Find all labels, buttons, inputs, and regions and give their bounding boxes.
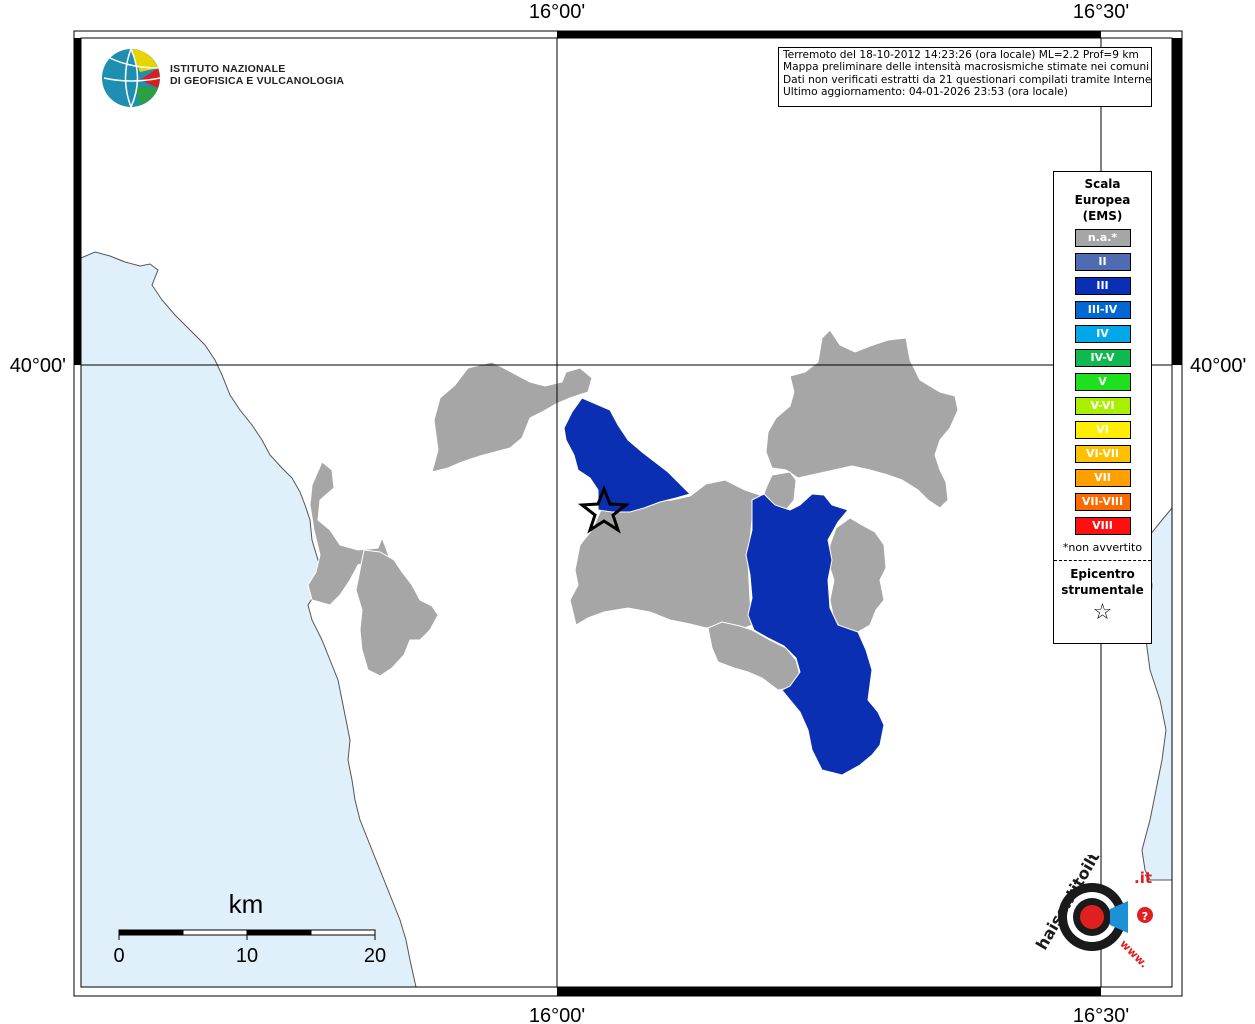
legend-swatch-ii: II <box>1074 253 1131 271</box>
sea-area-west <box>80 251 417 988</box>
scale-segment-2 <box>182 929 248 936</box>
label-lon-16-00-top: 16°00' <box>529 1 585 23</box>
label-lon-16-00-bottom: 16°00' <box>529 1005 585 1024</box>
epicenter-star <box>577 484 631 534</box>
legend-note: *non avvertito <box>1062 541 1143 554</box>
hsi-logo-graphic: ? haisentitoilterremoto www. .it <box>1032 776 1153 971</box>
legend-swatch-v-vi: V-VI <box>1074 397 1131 415</box>
scale-tick-20: 20 <box>364 945 386 967</box>
event-info-box: Terremoto del 18-10-2012 14:23:26 (ora l… <box>778 47 1152 107</box>
legend-swatch-viii: VIII <box>1074 517 1131 535</box>
legend-swatch-vi-vii: VI-VII <box>1074 445 1131 463</box>
municipality-na-1 <box>431 361 593 473</box>
legend-separator <box>1054 560 1151 561</box>
scale-tick-0: 0 <box>113 945 124 967</box>
legend-swatch-iv-v: IV-V <box>1074 349 1131 367</box>
legend-title: Scala Europea (EMS) <box>1054 176 1151 224</box>
municipality-na-7 <box>827 517 887 633</box>
legend-swatch-v: V <box>1074 373 1131 391</box>
ems-legend: Scala Europea (EMS) n.a.* II III III-IV IV IV… <box>1053 171 1152 644</box>
legend-swatch-vi: VI <box>1074 421 1131 439</box>
legend-swatch-vii-viii: VII-VIII <box>1074 493 1131 511</box>
frame-bar-right <box>1172 38 1182 365</box>
municipality-na-3 <box>355 549 439 677</box>
legend-title-line2: Europea <box>1074 193 1131 207</box>
event-info-line2: Mappa preliminare delle intensità macros… <box>783 61 1150 74</box>
event-info-line3: Dati non verificati estratti da 21 quest… <box>783 73 1152 86</box>
municipality-iii-1 <box>563 397 691 513</box>
frame-bar-left <box>74 38 81 365</box>
ingv-name-line2: DI GEOFISICA E VULCANOLOGIA <box>170 75 345 87</box>
legend-swatch-vii: VII <box>1074 469 1131 487</box>
legend-swatch-iii-iv: III-IV <box>1074 301 1131 319</box>
legend-swatch-iii: III <box>1074 277 1131 295</box>
scale-bar: km 0 10 20 <box>113 889 386 967</box>
legend-swatch-iv: IV <box>1074 325 1131 343</box>
frame-bar-top <box>557 31 1101 38</box>
ingv-logo <box>100 46 360 110</box>
scale-segment-4 <box>310 929 376 936</box>
scale-segment-1 <box>118 929 184 936</box>
legend-title-line3: (EMS) <box>1082 209 1123 223</box>
megaphone-icon <box>1110 901 1128 933</box>
event-info-line4: Ultimo aggiornamento: 04-01-2026 23:53 (… <box>783 86 1068 99</box>
label-lon-16-30-top: 16°30' <box>1073 1 1129 23</box>
ingv-globe-icon <box>102 48 161 108</box>
municipality-iii-2 <box>745 493 885 776</box>
label-lat-40-00-right: 40°00' <box>1190 355 1246 377</box>
legend-epicenter-label: Epicentro strumentale <box>1054 566 1151 598</box>
legend-star-icon: ☆ <box>1092 600 1113 625</box>
legend-items: n.a.* II III III-IV IV IV-V V V-VI VI VI-VII VII VI… <box>1054 229 1151 535</box>
legend-swatch-n-a: n.a.* <box>1074 229 1131 247</box>
legend-title-line1: Scala <box>1084 177 1121 191</box>
svg-text:?: ? <box>1142 910 1148 923</box>
frame-bar-bottom <box>557 987 1101 996</box>
hsi-logo: ? haisentitoilterremoto www. .it <box>1030 776 1165 975</box>
ingv-name: ISTITUTO NAZIONALE DI GEOFISICA E VULCAN… <box>170 63 344 87</box>
hsi-logo-www: www. <box>1117 937 1150 970</box>
ingv-name-line1: ISTITUTO NAZIONALE <box>170 63 286 75</box>
legend-epicenter-line1: Epicentro <box>1070 567 1135 581</box>
hsi-logo-suffix: .it <box>1134 869 1152 887</box>
scale-tick-10: 10 <box>236 945 258 967</box>
scale-bar-unit: km <box>229 889 264 919</box>
legend-epicenter-line2: strumentale <box>1061 583 1144 597</box>
question-icon <box>1137 907 1153 923</box>
municipality-na-5 <box>765 329 959 509</box>
scale-segment-3 <box>246 929 312 936</box>
label-lat-40-00-left: 40°00' <box>10 355 66 377</box>
event-info-line1: Terremoto del 18-10-2012 14:23:26 (ora l… <box>783 49 1139 61</box>
label-lon-16-30-bottom: 16°30' <box>1073 1005 1129 1024</box>
